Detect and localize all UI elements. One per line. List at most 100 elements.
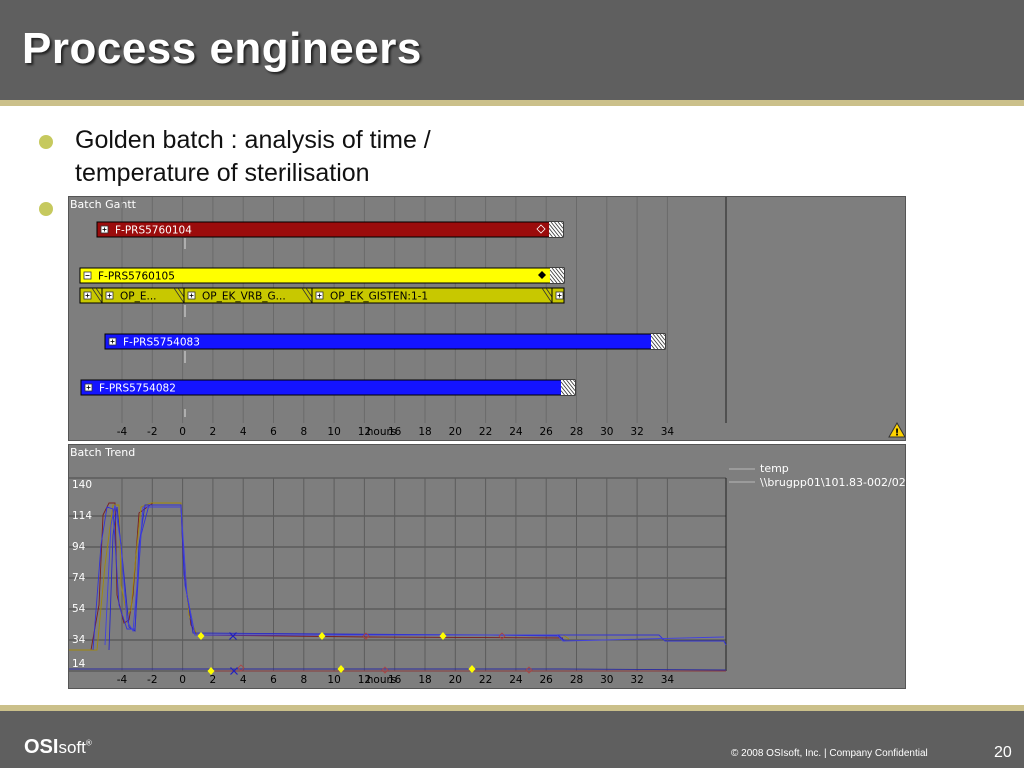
gantt-operation-label: OP_EK_VRB_G... [202,291,286,303]
trend-x-tick: 28 [570,674,583,686]
event-marker-icon [337,665,345,673]
trend-y-tick: 54 [72,603,86,615]
gantt-operation-label: OP_EK_GISTEN:1-1 [330,291,428,303]
gantt-operation-row[interactable]: OP_EK_GISTEN:1-1 [311,287,553,304]
trend-series-line [69,502,564,651]
trend-hours-label: hours [367,674,397,686]
gantt-x-tick: 20 [449,426,462,438]
gantt-x-tick: 18 [418,426,431,438]
batch-gantt-panel[interactable]: Batch Gantt F-PRS5760104 F-PRS5760105 F-PR… [68,196,906,441]
batch-trend-panel[interactable]: Batch Trend temp \\brugpp01\101.83-002/0… [68,444,906,689]
trend-x-tick: 22 [479,674,492,686]
gantt-x-tick: 28 [570,426,583,438]
event-marker-icon [381,666,389,674]
trend-y-tick: 94 [72,541,86,553]
gantt-batch-row[interactable]: F-PRS5754082 [80,379,576,396]
trend-series-line [69,668,727,671]
gantt-batch-label: F-PRS5754083 [123,337,200,349]
cross-marker-icon [229,632,237,640]
trend-x-tick: -4 [117,674,128,686]
trend-x-tick: 2 [210,674,217,686]
event-marker-icon [439,632,447,640]
event-marker-icon [525,666,533,674]
header-bar: Process engineers [0,0,1024,100]
gantt-operation-row[interactable]: OP_E... [101,287,185,304]
gantt-x-tick: 0 [179,426,186,438]
warning-icon[interactable]: ! [888,421,905,439]
event-marker-icon [237,664,245,672]
gantt-operation-row[interactable] [79,287,103,304]
trend-x-tick: 32 [630,674,643,686]
trend-x-tick: 24 [509,674,523,686]
trend-y-tick: 14 [72,658,86,670]
trend-x-tick: 26 [540,674,554,686]
trend-y-tick: 114 [72,510,92,522]
svg-text:!: ! [895,428,900,439]
gantt-x-tick: 22 [479,426,492,438]
legend-series-name: temp [760,462,789,475]
event-marker-icon [498,632,506,640]
gantt-operation-label: OP_E... [120,291,157,303]
bullet-text-1: Golden batch : analysis of time / temper… [75,124,431,190]
slide-title: Process engineers [22,24,422,73]
gantt-batch-label: F-PRS5760105 [98,271,175,283]
gantt-x-tick: -2 [147,426,157,438]
gantt-chart[interactable]: F-PRS5760104 F-PRS5760105 F-PRS5754083 F-PR… [69,197,905,440]
event-marker-icon [468,665,476,673]
bullet-point-icon [39,202,53,216]
end-marker-icon [536,224,546,234]
trend-x-tick: 6 [270,674,277,686]
event-marker-icon [318,632,326,640]
trend-panel-title: Batch Trend [70,446,136,459]
bullet-line-2: temperature of sterilisation [75,159,370,187]
event-marker-icon [362,632,370,640]
gantt-batch-row[interactable]: F-PRS5760104 [96,221,564,238]
gantt-panel-title: Batch Gantt [70,198,136,211]
gantt-x-tick: 32 [630,426,643,438]
gantt-batch-row[interactable]: F-PRS5754083 [104,333,666,350]
copyright-text: © 2008 OSIsoft, Inc. | Company Confident… [731,748,928,759]
gantt-x-tick: 2 [210,426,217,438]
gantt-x-tick: 6 [270,426,277,438]
gantt-x-tick: 26 [540,426,554,438]
trend-series-line [104,504,725,646]
footer-accent-rule [0,705,1024,711]
gantt-batch-label: F-PRS5760104 [115,225,192,237]
cross-marker-icon [230,667,238,675]
bullet-line-1: Golden batch : analysis of time / [75,126,431,154]
event-marker-icon [197,632,205,640]
trend-x-tick: 20 [449,674,462,686]
gantt-x-tick: -4 [117,426,128,438]
gantt-x-tick: 4 [240,426,247,438]
gantt-x-tick: 24 [509,426,523,438]
legend-series-path: \\brugpp01\101.83-002/02 [760,476,905,489]
trend-x-tick: 34 [661,674,675,686]
trend-y-tick: 140 [72,479,92,491]
trend-series-line [92,504,727,651]
gantt-operation-row[interactable] [551,287,565,304]
trend-x-tick: 10 [327,674,340,686]
trend-y-tick: 34 [72,634,86,646]
trend-y-tick: 74 [72,572,86,584]
gantt-x-tick: 34 [661,426,675,438]
bullet-point-icon [39,135,53,149]
trend-chart[interactable]: temp \\brugpp01\101.83-002/02 140 114 94 74… [69,445,905,688]
gantt-batch-label: F-PRS5754082 [99,383,176,395]
header-accent-rule [0,100,1024,106]
gantt-operation-row[interactable]: OP_EK_VRB_G... [183,287,313,304]
trend-x-tick: 16 [388,674,402,686]
gantt-x-tick: 12 [358,426,371,438]
event-marker-icon [207,667,215,675]
trend-x-tick: 4 [240,674,247,686]
gantt-batch-row[interactable]: F-PRS5760105 [79,267,565,284]
gantt-x-tick: 30 [600,426,613,438]
trend-x-tick: 30 [600,674,613,686]
trend-x-tick: 8 [300,674,307,686]
trend-x-tick: 18 [418,674,431,686]
end-marker-icon [538,271,546,279]
gantt-x-tick: 8 [300,426,307,438]
page-number: 20 [994,744,1012,761]
footer-bar [0,711,1024,768]
gantt-x-tick: 10 [327,426,340,438]
